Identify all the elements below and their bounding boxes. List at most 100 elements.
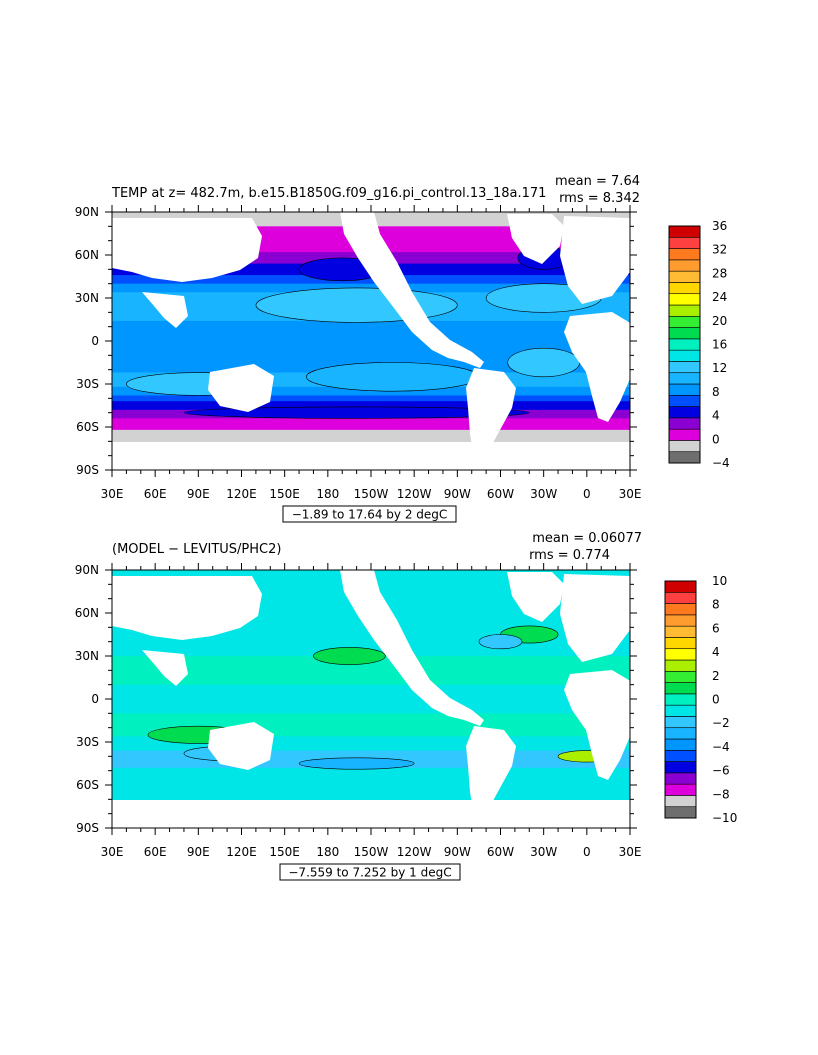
colorbar-label: 16 — [712, 338, 727, 352]
land-mask — [112, 570, 630, 828]
field-band — [112, 721, 630, 726]
field-band — [112, 398, 630, 402]
field-band — [112, 358, 630, 362]
y-tick-label: 0 — [91, 334, 99, 348]
landmass — [560, 574, 630, 662]
colorbar-swatch — [664, 580, 697, 593]
field-band — [112, 320, 630, 325]
field-band — [112, 389, 630, 394]
x-tick-label: 60E — [144, 487, 167, 501]
field-band — [112, 699, 630, 703]
field-region — [478, 634, 523, 650]
colorbar-label: −8 — [712, 787, 730, 801]
field-band — [112, 667, 630, 671]
colorbar-label: 8 — [712, 598, 720, 612]
field-band — [112, 747, 630, 752]
y-tick-label: 0 — [91, 692, 99, 706]
field-band — [112, 681, 630, 686]
y-tick-label: 30N — [75, 649, 99, 663]
axes-1: 30E 60E 90E 120E 150E 180 150W 120W 90W 60W 30W 0 30… — [75, 205, 642, 501]
landmass — [560, 216, 630, 304]
field-region — [183, 406, 530, 419]
field-band — [112, 690, 630, 694]
landmass — [142, 650, 188, 686]
colorbar-label: 0 — [712, 432, 720, 446]
colorbar-swatch — [664, 659, 697, 672]
field-band — [112, 638, 630, 643]
x-tick-label: 150W — [354, 487, 389, 501]
x-tick-label: 30E — [619, 845, 642, 859]
colorbar-frame — [668, 225, 701, 464]
field-band — [112, 696, 630, 700]
contour-note-box-2 — [279, 863, 461, 881]
field-region — [298, 757, 415, 770]
colorbar-swatch — [664, 682, 697, 695]
colorbar-label: 28 — [712, 266, 727, 280]
field-band — [112, 776, 630, 780]
colorbar-label: −10 — [712, 811, 737, 825]
colorbar-swatch — [664, 761, 697, 774]
colorbar-swatch — [664, 727, 697, 740]
x-tick-label: 30E — [619, 487, 642, 501]
axes-2: 30E 60E 90E 120E 150E 180 150W 120W 90W 60W 30W 0 30… — [75, 563, 642, 859]
colorbar-label: 32 — [712, 243, 727, 257]
colorbar-swatch — [664, 693, 697, 706]
field-band — [112, 401, 630, 405]
field-band — [112, 326, 630, 331]
field-band — [112, 793, 630, 797]
field-band — [112, 782, 630, 786]
landmass — [112, 800, 630, 828]
field-band — [112, 435, 630, 439]
colorbar-swatch — [668, 406, 701, 419]
field-band — [112, 676, 630, 680]
x-tick-label: 150E — [269, 845, 300, 859]
field-band — [112, 719, 630, 723]
colorbar-swatch — [668, 428, 701, 441]
colorbar-swatch — [668, 372, 701, 385]
field-band — [112, 704, 630, 709]
colorbar-swatch — [668, 270, 701, 283]
x-tick-label: 30W — [530, 845, 557, 859]
y-tick-label: 90N — [75, 205, 99, 219]
x-tick-label: 120W — [397, 845, 432, 859]
colorbar-swatch — [668, 361, 701, 374]
field-band — [112, 767, 630, 772]
landmass — [112, 442, 630, 470]
field-band — [112, 727, 630, 732]
x-tick-label: 90W — [444, 487, 471, 501]
colorbar-label: 36 — [712, 219, 727, 233]
colorbar-swatch — [668, 259, 701, 272]
colorbar-swatch — [664, 716, 697, 729]
panel-temp: mean = 7.64 TEMP at z= 482.7m, b.e15.B18… — [75, 174, 730, 523]
field-band — [112, 338, 630, 342]
field-band — [112, 673, 630, 677]
colorbar-swatch — [664, 806, 697, 819]
field-band — [112, 346, 630, 351]
colorbar-label: 24 — [712, 290, 727, 304]
field-band — [112, 332, 630, 336]
x-tick-label: 0 — [583, 845, 591, 859]
field-band — [112, 739, 630, 743]
field-band — [112, 644, 630, 648]
colorbar-swatch — [664, 625, 697, 638]
field-band — [112, 753, 630, 757]
field-band — [112, 352, 630, 356]
colorbar-swatch — [664, 738, 697, 751]
colorbar-swatch — [664, 637, 697, 650]
field-band — [112, 785, 630, 789]
colorbar-swatch — [668, 293, 701, 306]
field-band — [112, 678, 630, 683]
y-tick-label: 60N — [75, 606, 99, 620]
landmass — [112, 576, 262, 640]
colorbar-swatch — [664, 795, 697, 808]
field-band — [112, 283, 630, 288]
field-band — [112, 418, 630, 422]
colorbar-label: 20 — [712, 314, 727, 328]
colorbar-label: −4 — [712, 456, 730, 470]
colorbar-label: −4 — [712, 740, 730, 754]
field-band — [112, 427, 630, 431]
colorbar-swatch — [668, 282, 701, 295]
field-band — [112, 710, 630, 714]
y-tick-label: 90S — [76, 821, 99, 835]
